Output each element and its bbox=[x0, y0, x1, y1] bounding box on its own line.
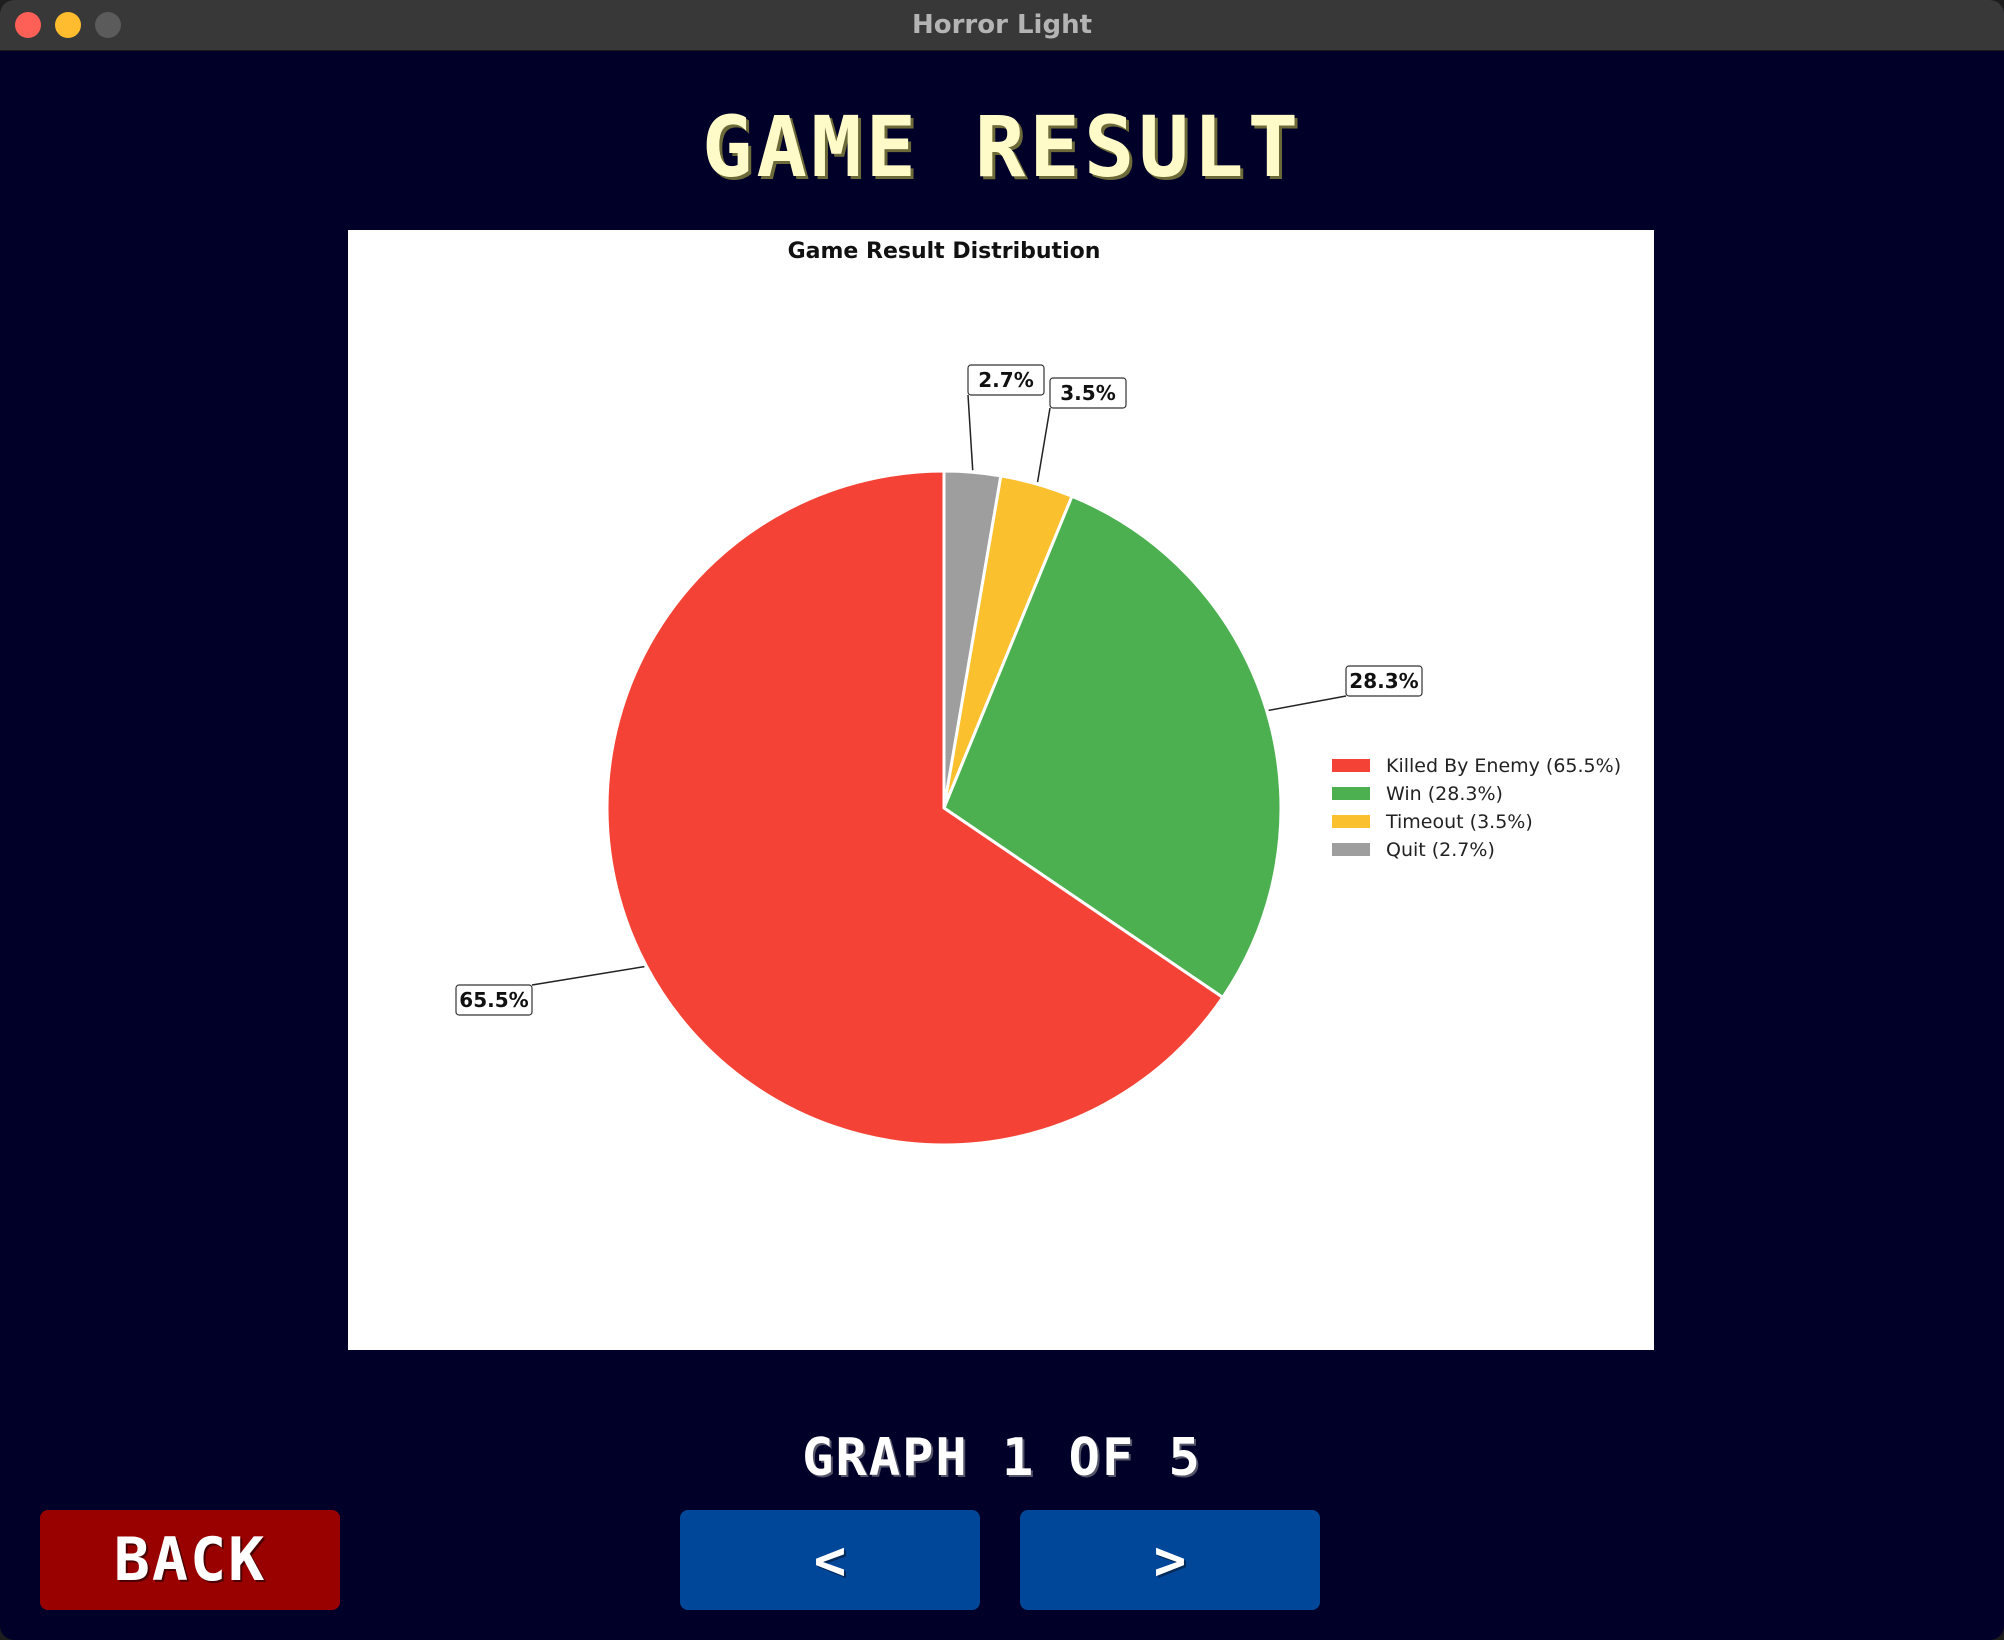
leader-line-timeout bbox=[1036, 407, 1051, 483]
legend-entry-quit: Quit (2.7%) bbox=[1386, 839, 1495, 861]
close-window-button[interactable] bbox=[15, 12, 41, 38]
leader-line-killed-by-enemy bbox=[531, 965, 645, 986]
title-bar[interactable]: Horror Light bbox=[0, 0, 2004, 51]
legend-entry-win: Win (28.3%) bbox=[1386, 783, 1503, 805]
minimize-window-button[interactable] bbox=[55, 12, 81, 38]
legend-swatch-win bbox=[1332, 787, 1370, 800]
data-label-box-quit bbox=[967, 364, 1045, 396]
legend-swatch-timeout bbox=[1332, 815, 1370, 828]
data-label-killed-by-enemy: 65.5% bbox=[459, 988, 528, 1012]
legend-swatch-killed-by-enemy bbox=[1332, 759, 1370, 772]
previous-graph-button[interactable]: < bbox=[680, 1510, 980, 1610]
leader-line-win bbox=[1268, 695, 1347, 712]
data-label-quit: 2.7% bbox=[978, 368, 1033, 392]
data-label-timeout: 3.5% bbox=[1060, 381, 1115, 405]
legend-swatch-quit bbox=[1332, 843, 1370, 856]
legend-entry-killed-by-enemy: Killed By Enemy (65.5%) bbox=[1386, 755, 1621, 777]
legend-entry-timeout: Timeout (3.5%) bbox=[1385, 811, 1533, 833]
page-title: GAME RESULT bbox=[701, 98, 1303, 196]
graph-counter: GRAPH 1 OF 5 bbox=[802, 1428, 1202, 1488]
pie-slice-win bbox=[942, 494, 1283, 1000]
leader-line-quit bbox=[967, 394, 974, 471]
chart-title: Game Result Distribution bbox=[788, 239, 1101, 264]
next-graph-button[interactable]: > bbox=[1020, 1510, 1320, 1610]
pie-slice-killed-by-enemy bbox=[605, 469, 1225, 1147]
data-label-win: 28.3% bbox=[1349, 669, 1418, 693]
data-label-box-timeout bbox=[1049, 377, 1127, 409]
pie-chart: Game Result Distribution 65.5% 28.3% 3.5% 2… bbox=[455, 239, 1621, 1147]
zoom-window-button[interactable] bbox=[95, 12, 121, 38]
back-button[interactable]: BACK bbox=[40, 1510, 340, 1610]
data-label-box-win bbox=[1345, 665, 1423, 697]
data-label-box-killed-by-enemy bbox=[455, 984, 533, 1016]
chart-panel: Game Result Distribution 65.5% 28.3% 3.5% 2… bbox=[348, 230, 1654, 1350]
window-title: Horror Light bbox=[911, 10, 1093, 40]
